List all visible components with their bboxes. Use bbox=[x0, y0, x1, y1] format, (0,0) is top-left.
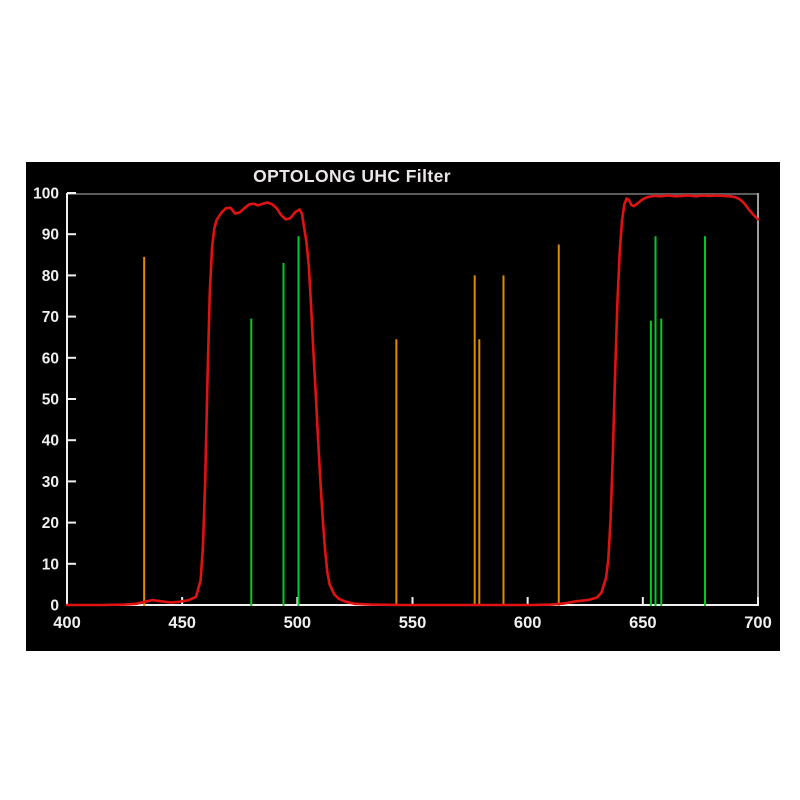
x-tick-label-400: 400 bbox=[53, 614, 81, 632]
y-tick-label-10: 10 bbox=[42, 556, 59, 573]
chart-panel: OPTOLONG UHC Filter 400 450 500 550 600 650 70… bbox=[26, 162, 780, 651]
x-tick-label-700: 700 bbox=[744, 614, 772, 632]
chart-title: OPTOLONG UHC Filter bbox=[253, 166, 451, 186]
y-tick-label-0: 0 bbox=[50, 598, 59, 615]
y-tick-label-30: 30 bbox=[42, 474, 59, 491]
y-tick-label-70: 70 bbox=[42, 309, 59, 326]
x-tick-label-600: 600 bbox=[514, 614, 542, 632]
filter-transmission-chart: 400 450 500 550 600 650 700 0 10 20 30 40 50 60 70 80 90… bbox=[33, 186, 772, 633]
y-tick-label-100: 100 bbox=[33, 186, 59, 203]
y-tick-label-50: 50 bbox=[42, 392, 59, 409]
y-tick-label-90: 90 bbox=[42, 227, 59, 244]
x-tick-label-650: 650 bbox=[629, 614, 657, 632]
x-tick-label-550: 550 bbox=[399, 614, 427, 632]
y-tick-label-40: 40 bbox=[42, 433, 59, 450]
x-tick-label-450: 450 bbox=[168, 614, 196, 632]
transmission-curve bbox=[65, 194, 760, 607]
y-tick-label-60: 60 bbox=[42, 350, 59, 367]
x-tick-label-500: 500 bbox=[284, 614, 312, 632]
y-tick-label-20: 20 bbox=[42, 515, 59, 532]
y-tick-label-80: 80 bbox=[42, 268, 59, 285]
